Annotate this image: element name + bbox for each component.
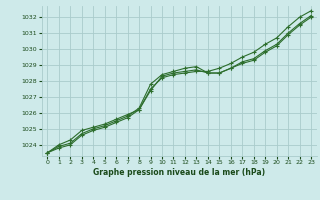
X-axis label: Graphe pression niveau de la mer (hPa): Graphe pression niveau de la mer (hPa) bbox=[93, 168, 265, 177]
